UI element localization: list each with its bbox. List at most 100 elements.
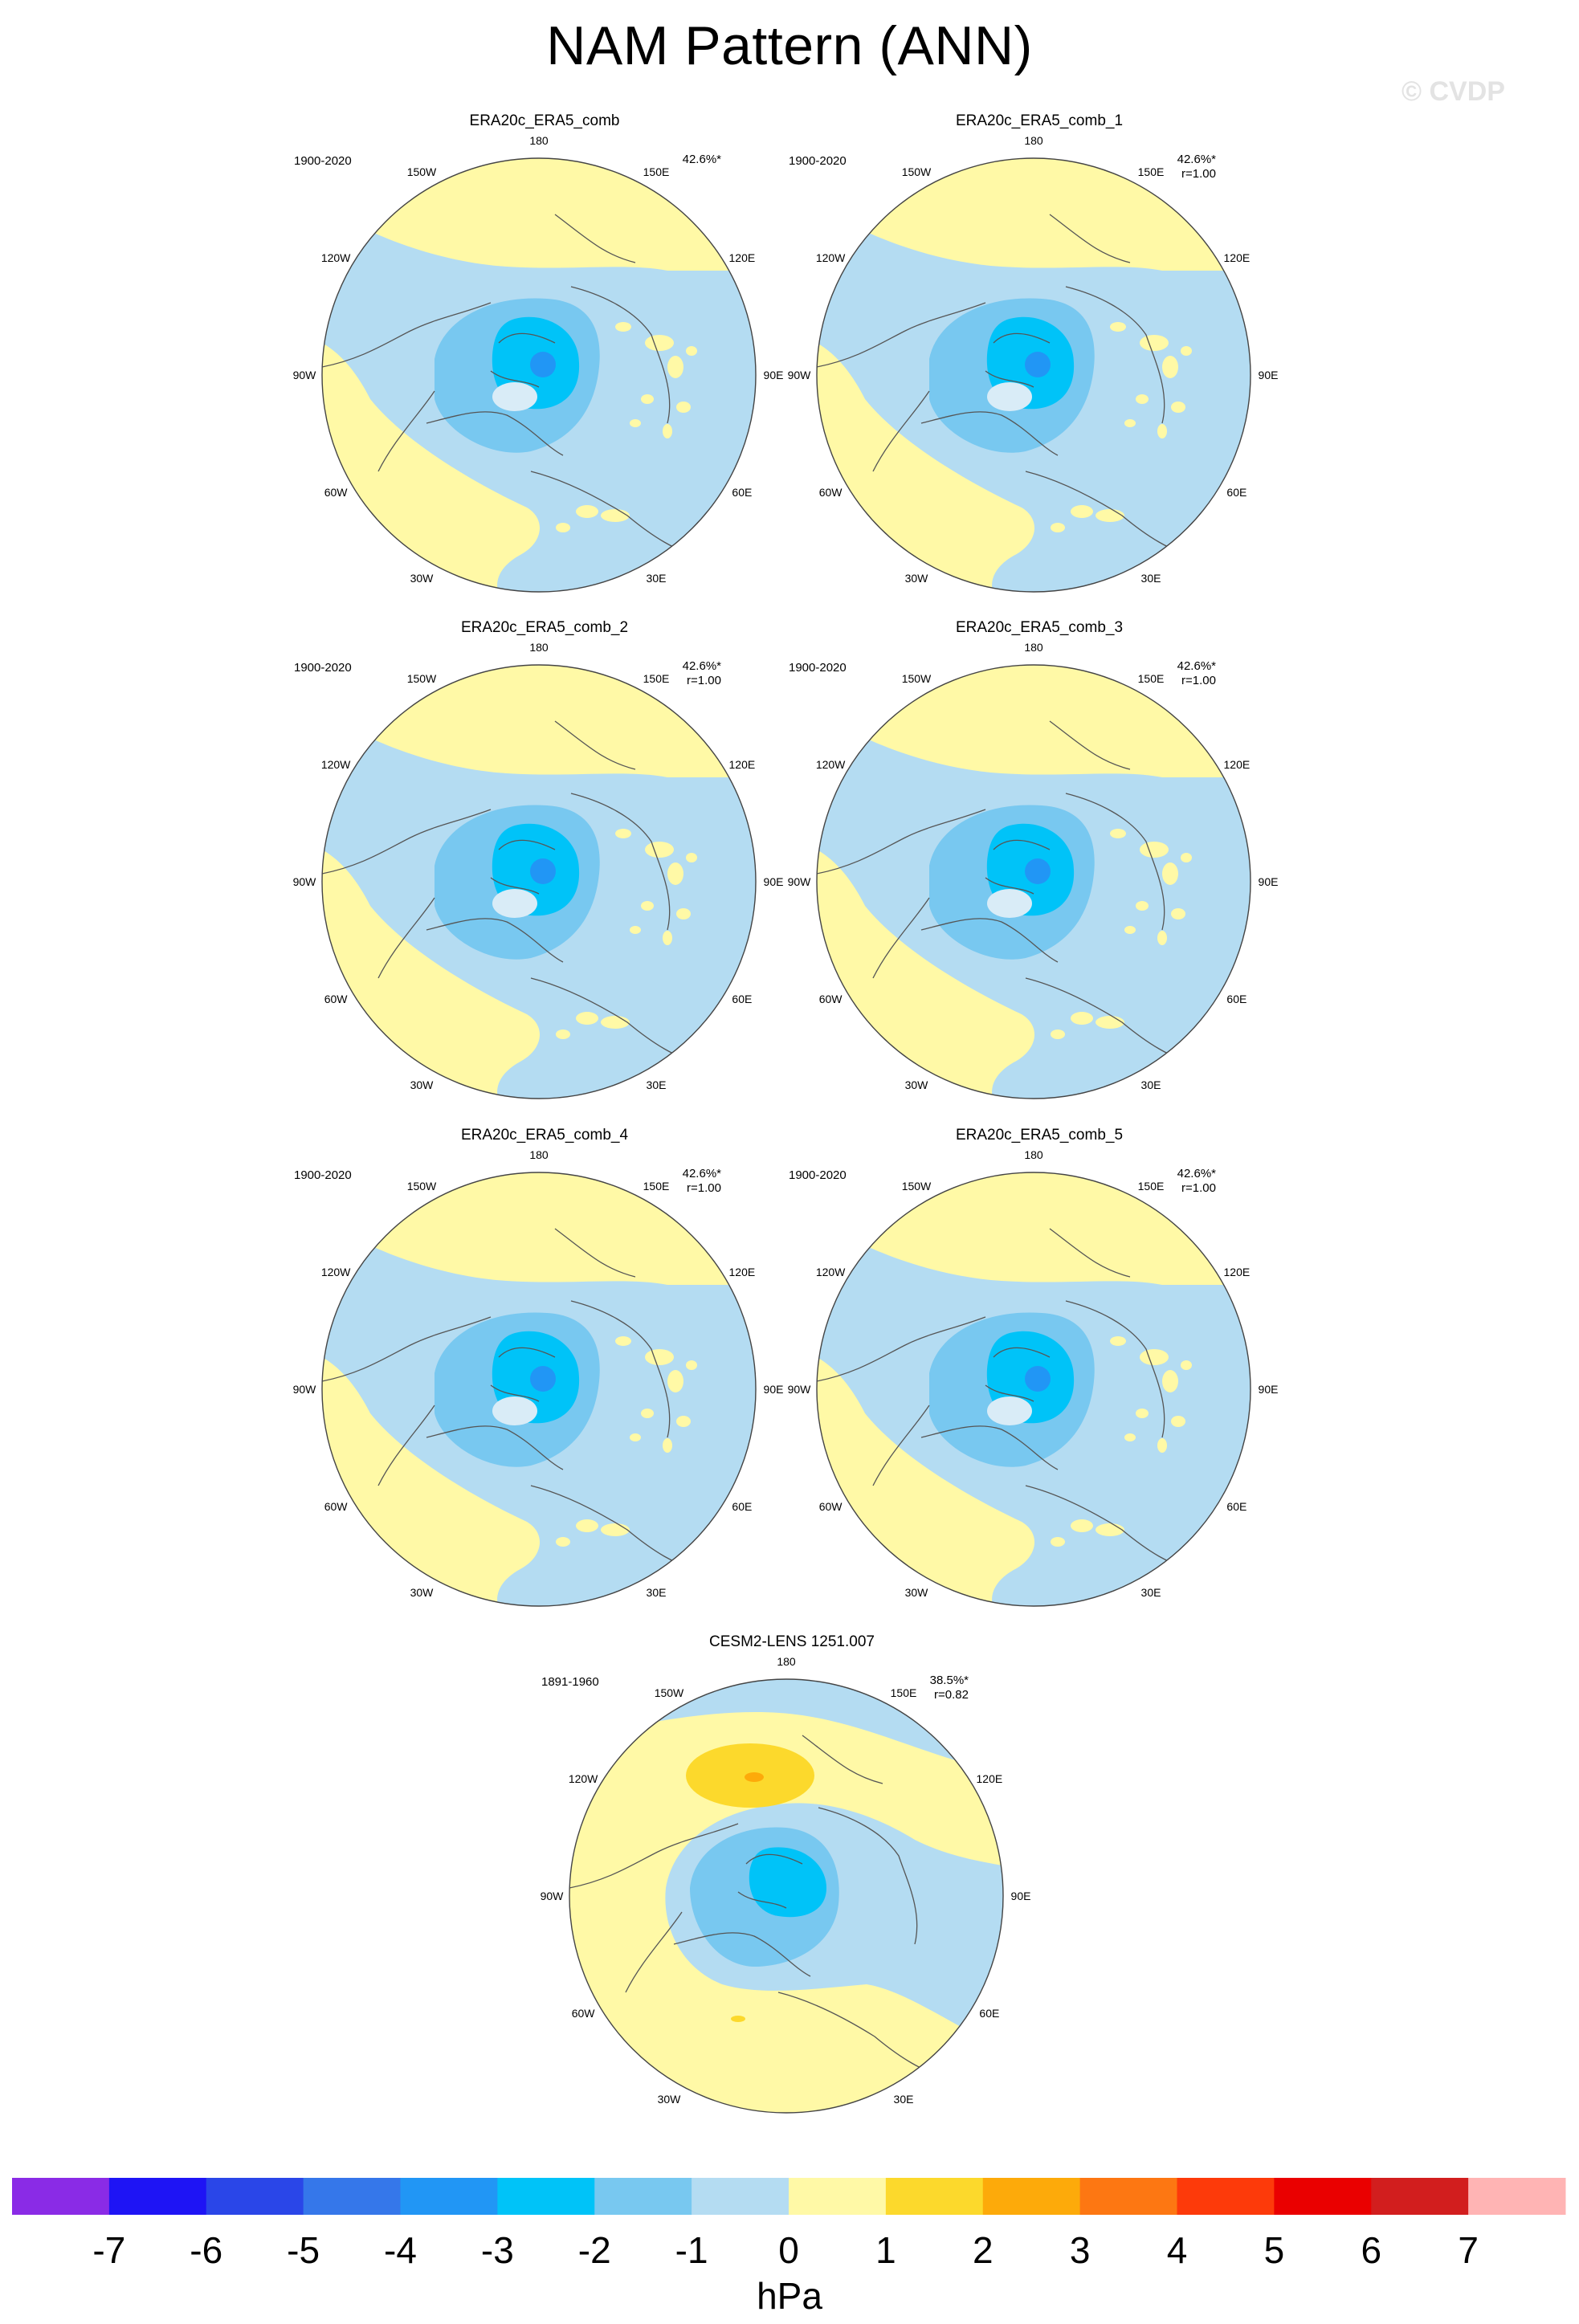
longitude-label: 150W bbox=[407, 672, 437, 685]
map-panel: 180150E120E90E60E30E030W60W90W120W150WER… bbox=[288, 112, 802, 594]
positive-anomaly-patch bbox=[1071, 505, 1093, 518]
positive-anomaly-patch bbox=[1140, 1349, 1169, 1365]
panel-correlation: r=1.00 bbox=[687, 674, 721, 687]
positive-anomaly-patch bbox=[1124, 1433, 1136, 1441]
longitude-label: 30W bbox=[658, 2093, 682, 2106]
positive-anomaly-patch bbox=[667, 1370, 683, 1392]
colorbar-swatch bbox=[1177, 2178, 1275, 2215]
longitude-label: 60E bbox=[1226, 486, 1246, 499]
longitude-label: 150E bbox=[891, 1686, 917, 1699]
map-border bbox=[816, 1172, 1251, 1607]
field-minus4-to-minus3 bbox=[1025, 352, 1051, 377]
longitude-label: 60E bbox=[732, 993, 752, 1005]
longitude-label: 60W bbox=[819, 993, 843, 1005]
longitude-label: 120E bbox=[729, 251, 756, 264]
land-patch bbox=[987, 889, 1032, 918]
positive-anomaly-patch bbox=[686, 1360, 697, 1370]
longitude-label: 120W bbox=[816, 1266, 846, 1278]
longitude-label: 30E bbox=[1141, 572, 1161, 585]
longitude-label: 120E bbox=[729, 1266, 756, 1278]
positive-anomaly-patch bbox=[615, 829, 631, 838]
positive-anomaly-patch bbox=[1162, 862, 1178, 885]
positive-anomaly-patch bbox=[630, 1433, 641, 1441]
positive-anomaly-patch bbox=[1051, 523, 1065, 532]
positive-anomaly-patch bbox=[556, 523, 570, 532]
longitude-label: 60E bbox=[979, 2007, 999, 2020]
figure-title: NAM Pattern (ANN) bbox=[546, 15, 1033, 76]
colorbar-tick-label: -4 bbox=[384, 2229, 417, 2271]
panel-title: ERA20c_ERA5_comb_2 bbox=[460, 619, 629, 636]
colorbar-tick-label: -7 bbox=[92, 2229, 125, 2271]
positive-anomaly-patch bbox=[630, 419, 641, 427]
positive-anomaly-patch bbox=[645, 1349, 674, 1365]
longitude-label: 90W bbox=[788, 369, 812, 381]
positive-anomaly-patch bbox=[1157, 424, 1167, 438]
longitude-label: 150E bbox=[1138, 1180, 1165, 1193]
colorbar-swatch bbox=[400, 2178, 498, 2215]
longitude-label: 150W bbox=[407, 165, 437, 178]
colorbar-swatch bbox=[594, 2178, 692, 2215]
panel-period: 1900-2020 bbox=[294, 154, 352, 168]
positive-anomaly-patch bbox=[1171, 1416, 1185, 1427]
longitude-label: 180 bbox=[777, 1655, 796, 1668]
positive-anomaly-patch bbox=[576, 505, 598, 518]
field-minus4-to-minus3 bbox=[1025, 858, 1051, 884]
polar-map: 180150E120E90E60E30E030W60W90W120W150W bbox=[788, 1148, 1278, 1607]
field-minus4-to-minus3 bbox=[530, 352, 556, 377]
map-border bbox=[321, 664, 757, 1099]
positive-anomaly-patch bbox=[1110, 1336, 1126, 1346]
map-border bbox=[321, 157, 757, 593]
panel-variance-explained: 42.6%* bbox=[682, 1167, 721, 1180]
positive-anomaly-patch bbox=[1124, 926, 1136, 934]
colorbar-tick-label: -3 bbox=[481, 2229, 514, 2271]
positive-anomaly-patch bbox=[663, 1438, 672, 1453]
colorbar-swatch bbox=[12, 2178, 110, 2215]
panel-correlation: r=1.00 bbox=[1181, 1181, 1216, 1195]
panel-variance-explained: 42.6%* bbox=[1177, 659, 1216, 673]
positive-anomaly-patch bbox=[1071, 1519, 1093, 1532]
colorbar-tick-label: 7 bbox=[1458, 2229, 1479, 2271]
positive-anomaly-patch bbox=[1171, 908, 1185, 919]
longitude-label: 90E bbox=[1259, 369, 1279, 381]
positive-anomaly-patch bbox=[556, 1537, 570, 1547]
positive-anomaly-patch bbox=[1162, 356, 1178, 378]
map-panel: 180150E120E90E60E30E030W60W90W120W150WER… bbox=[782, 112, 1296, 594]
colorbar-tick-label: -2 bbox=[578, 2229, 611, 2271]
colorbar-tick-label: 0 bbox=[778, 2229, 799, 2271]
longitude-label: 180 bbox=[529, 134, 549, 147]
map-panel: 180150E120E90E60E30E030W60W90W120W150W ER… bbox=[782, 1127, 1296, 1608]
longitude-label: 180 bbox=[1024, 641, 1043, 654]
longitude-label: 120W bbox=[816, 758, 846, 771]
colorbar-tick-label: 1 bbox=[875, 2229, 896, 2271]
longitude-label: 90W bbox=[293, 875, 317, 888]
panel-correlation: r=0.82 bbox=[934, 1688, 969, 1702]
longitude-label: 60E bbox=[1226, 993, 1246, 1005]
longitude-label: 180 bbox=[1024, 134, 1043, 147]
panel-title: ERA20c_ERA5_comb_5 bbox=[955, 1127, 1124, 1144]
longitude-label: 150W bbox=[902, 165, 932, 178]
land-patch bbox=[492, 1396, 537, 1425]
positive-anomaly-patch bbox=[1124, 419, 1136, 427]
colorbar-swatch bbox=[982, 2178, 1081, 2215]
positive-anomaly-patch bbox=[667, 356, 683, 378]
panel-period: 1891-1960 bbox=[541, 1675, 599, 1689]
positive-anomaly-patch bbox=[663, 931, 672, 945]
colorbar-tick-label: -6 bbox=[190, 2229, 222, 2271]
longitude-label: 120W bbox=[321, 251, 351, 264]
colorbar-tick-label: 2 bbox=[973, 2229, 994, 2271]
panel-period: 1900-2020 bbox=[294, 1168, 352, 1182]
colorbar-swatch bbox=[1468, 2178, 1566, 2215]
positive-anomaly-patch bbox=[1096, 1523, 1124, 1536]
longitude-label: 30W bbox=[905, 1078, 929, 1091]
colorbar-tick-label: 5 bbox=[1264, 2229, 1285, 2271]
positive-anomaly-patch bbox=[686, 346, 697, 356]
panel-period: 1900-2020 bbox=[294, 661, 352, 675]
positive-anomaly-patch bbox=[676, 1416, 691, 1427]
panel-correlation: r=1.00 bbox=[687, 1181, 721, 1195]
colorbar-tick-label: 3 bbox=[1070, 2229, 1091, 2271]
panel-correlation: r=1.00 bbox=[1181, 674, 1216, 687]
colorbar-swatch bbox=[692, 2178, 790, 2215]
longitude-label: 30W bbox=[410, 572, 435, 585]
longitude-label: 30W bbox=[410, 1586, 435, 1599]
longitude-label: 180 bbox=[529, 641, 549, 654]
